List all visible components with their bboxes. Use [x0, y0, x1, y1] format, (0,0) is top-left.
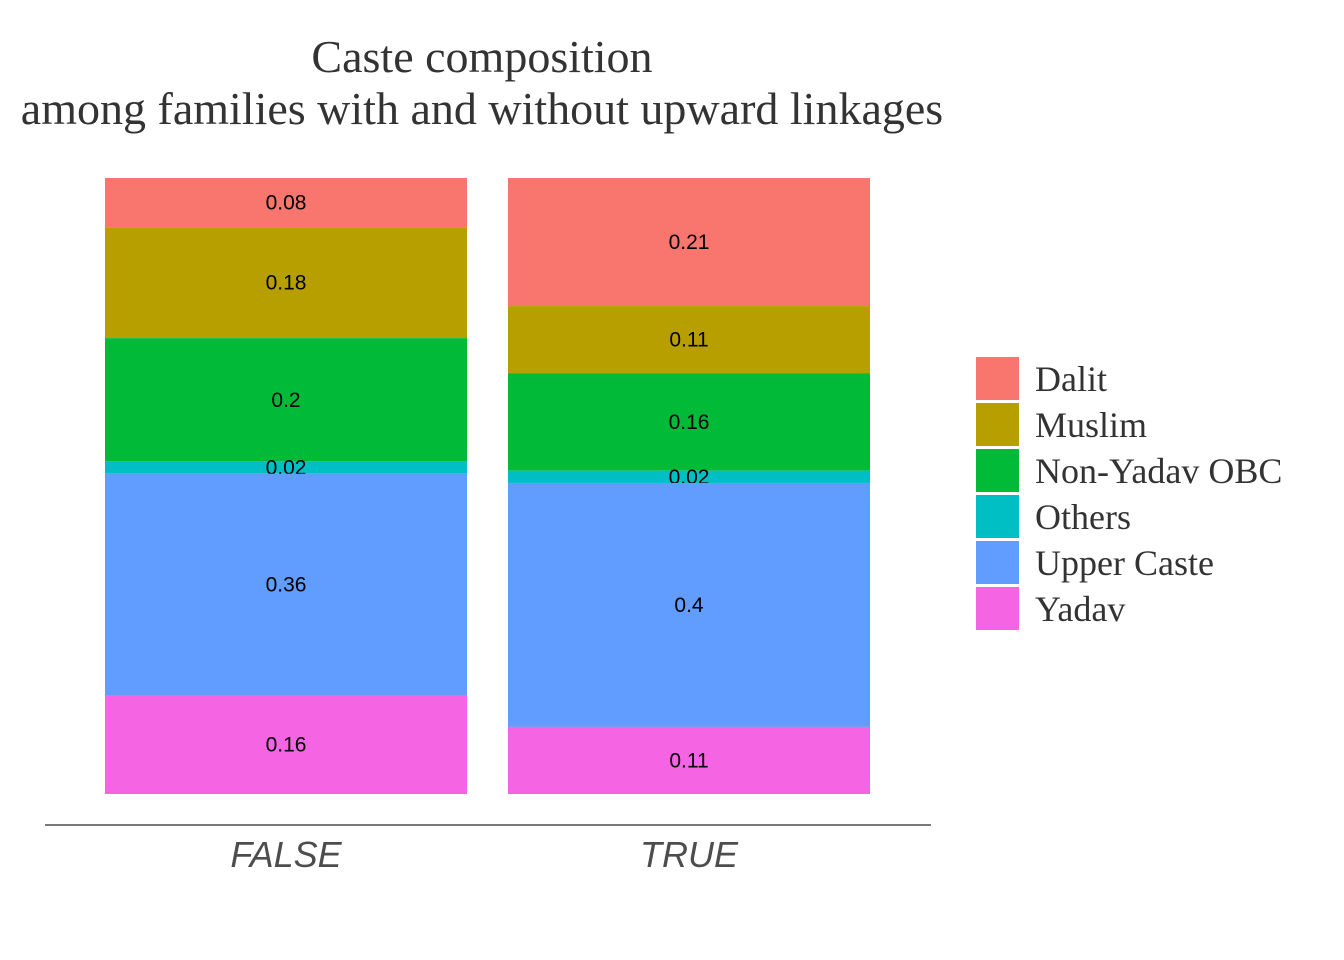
- legend-key-upper-caste: [976, 541, 1019, 584]
- legend-label-yadav: Yadav: [1035, 589, 1125, 629]
- chart-subtitle: among families with and without upward l…: [21, 83, 943, 134]
- legend-label-others: Others: [1035, 497, 1131, 537]
- data-label-true-non-yadav-obc: 0.16: [669, 411, 710, 434]
- data-label-true-muslim: 0.11: [669, 329, 708, 352]
- chart-title: Caste composition: [311, 31, 652, 82]
- legend-label-muslim: Muslim: [1035, 405, 1147, 445]
- legend-label-dalit: Dalit: [1035, 359, 1107, 399]
- x-axis-ticks: FALSE TRUE: [230, 834, 739, 875]
- data-label-false-upper-caste: 0.36: [266, 574, 307, 597]
- bar-true-upper-caste: [508, 482, 870, 727]
- data-label-false-muslim: 0.18: [266, 272, 307, 295]
- data-label-false-non-yadav-obc: 0.2: [271, 389, 300, 412]
- bar-false-yadav: [105, 695, 467, 794]
- bar-true-others: [508, 470, 870, 483]
- data-label-false-yadav: 0.16: [266, 734, 307, 757]
- data-label-true-dalit: 0.21: [669, 231, 710, 254]
- legend-label-upper-caste: Upper Caste: [1035, 543, 1214, 583]
- data-label-true-upper-caste: 0.4: [674, 594, 704, 617]
- legend-key-non-yadav-obc: [976, 449, 1019, 492]
- legend-key-muslim: [976, 403, 1019, 446]
- legend-key-others: [976, 495, 1019, 538]
- bar-false-others: [105, 461, 467, 474]
- data-label-true-yadav: 0.11: [669, 749, 708, 772]
- bars-layer: 0.080.180.20.020.360.160.210.110.160.020…: [105, 178, 870, 794]
- legend-key-yadav: [976, 587, 1019, 630]
- bar-true-dalit: [508, 178, 870, 307]
- data-label-false-dalit: 0.08: [266, 192, 307, 215]
- legend-label-non-yadav-obc: Non-Yadav OBC: [1035, 451, 1282, 491]
- legend-key-dalit: [976, 357, 1019, 400]
- x-tick-label-false: FALSE: [230, 834, 342, 875]
- bar-false-non-yadav-obc: [105, 338, 467, 462]
- bar-false-muslim: [105, 227, 467, 339]
- x-tick-label-true: TRUE: [640, 834, 739, 875]
- bar-true-non-yadav-obc: [508, 373, 870, 471]
- bar-false-dalit: [105, 178, 467, 228]
- bar-true-muslim: [508, 306, 870, 374]
- legend: Dalit Muslim Non-Yadav OBC Others Upper Cast…: [976, 357, 1282, 630]
- bar-true-yadav: [508, 726, 870, 794]
- bar-false-upper-caste: [105, 473, 467, 696]
